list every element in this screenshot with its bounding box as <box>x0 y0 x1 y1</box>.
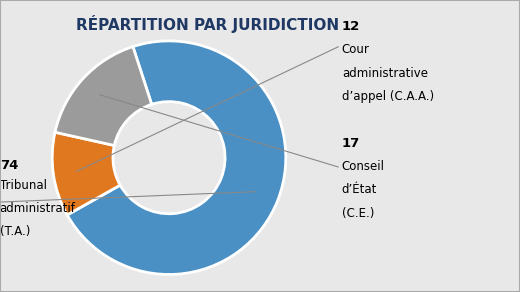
Text: (C.E.): (C.E.) <box>342 207 374 220</box>
Text: 12: 12 <box>342 20 360 33</box>
Wedge shape <box>52 132 120 215</box>
Text: Conseil: Conseil <box>342 160 385 173</box>
Text: administratif: administratif <box>0 202 75 215</box>
Wedge shape <box>55 47 152 145</box>
Text: d’appel (C.A.A.): d’appel (C.A.A.) <box>342 90 434 103</box>
Wedge shape <box>67 41 286 274</box>
Text: RÉPARTITION PAR JURIDICTION: RÉPARTITION PAR JURIDICTION <box>76 15 340 33</box>
Text: Tribunal: Tribunal <box>0 179 47 192</box>
Text: 74: 74 <box>0 159 18 172</box>
Text: d’État: d’État <box>342 183 377 197</box>
Text: (T.A.): (T.A.) <box>0 225 30 239</box>
Text: 17: 17 <box>342 137 360 150</box>
Text: administrative: administrative <box>342 67 428 80</box>
Text: Cour: Cour <box>342 43 370 56</box>
